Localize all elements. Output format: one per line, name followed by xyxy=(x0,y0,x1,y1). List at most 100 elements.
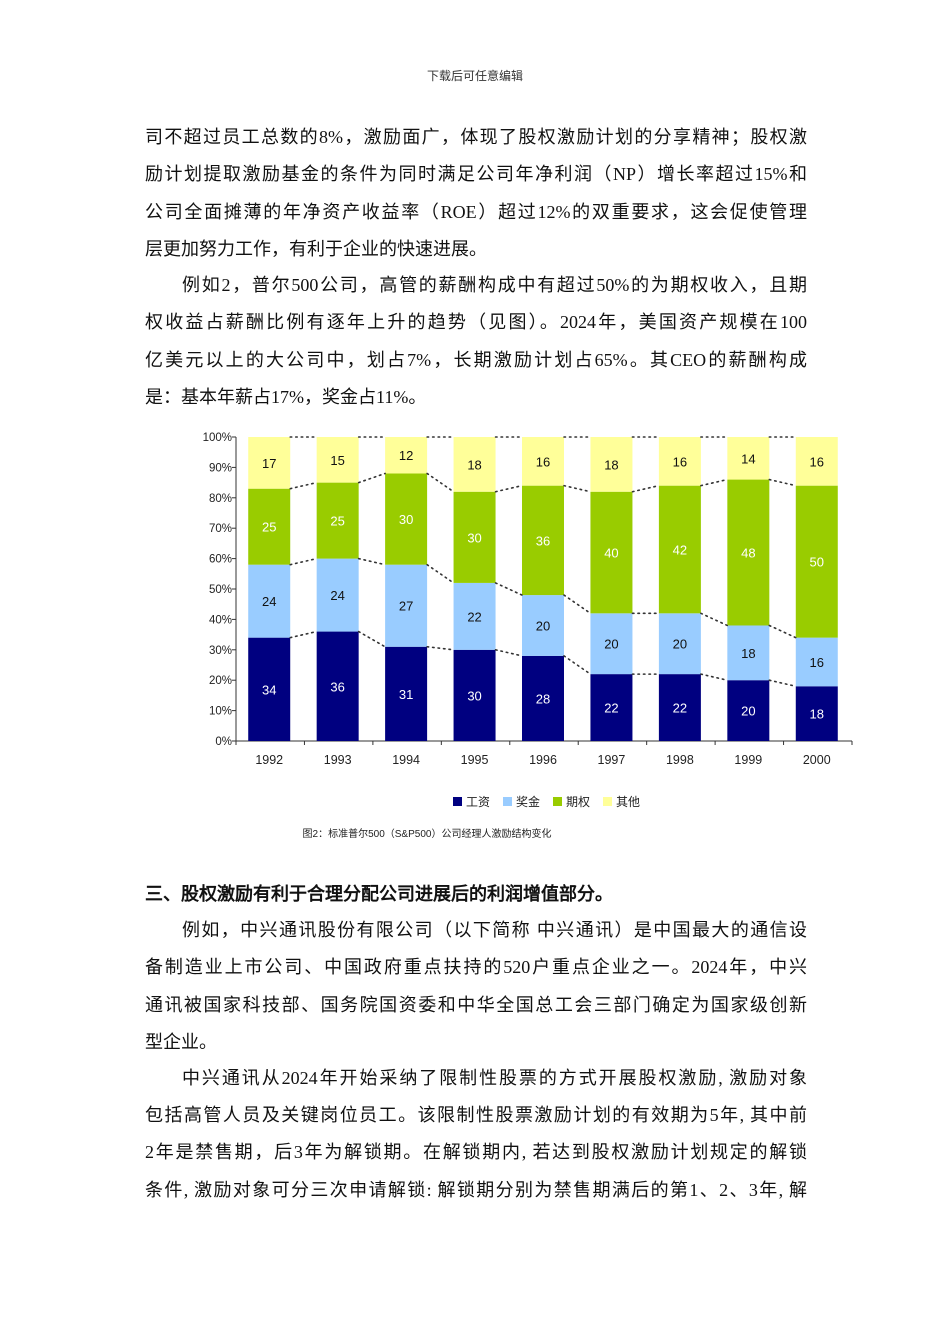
bar-segment-工资 xyxy=(795,686,838,741)
text-line: 例如，中兴通讯股份有限公司（以下简称 中兴通讯）是中国最大的通信设 xyxy=(182,920,807,940)
connector-line xyxy=(563,484,592,493)
bar-segment-奖金 xyxy=(522,595,564,656)
data-label: 24 xyxy=(262,594,276,609)
bar-segment-其他 xyxy=(658,437,701,486)
data-label: 16 xyxy=(810,655,824,670)
text-line: 层更加努力工作，有利于企业的快速进展。 xyxy=(145,239,487,259)
text-line: 例如2，普尔500公司，高管的薪酬构成中有超过50%的为期权收入，且期 xyxy=(182,275,807,295)
bar-segment-期权 xyxy=(316,482,359,559)
data-label: 30 xyxy=(467,530,481,545)
bar-segment-其他 xyxy=(453,437,496,492)
legend-label: 奖金 xyxy=(516,794,540,809)
x-tick-label: 1995 xyxy=(461,753,489,767)
bar-segment-期权 xyxy=(795,485,838,638)
y-tick-label: 100% xyxy=(203,432,232,444)
bar-segment-其他 xyxy=(727,437,770,480)
connector-line xyxy=(426,472,455,493)
data-label: 20 xyxy=(673,637,687,652)
connector-line xyxy=(426,645,455,651)
bar-segment-工资 xyxy=(385,646,428,741)
data-label: 48 xyxy=(741,546,755,561)
text-line: 2年是禁售期，后3年为解锁期。在解锁期内, 若达到股权激励计划规定的解锁 xyxy=(145,1142,807,1162)
bar-segment-奖金 xyxy=(727,625,770,681)
connector-line xyxy=(289,481,318,490)
stacked-bar-chart: 0% 10% 20% 30% 40% 50% 60% 70% 80% 90% 100% 34 24 25 1… xyxy=(203,432,853,840)
text-line: 权收益占薪酬比例有逐年上升的趋势（见图）。2024年，美国资产规模在100 xyxy=(145,312,807,332)
bar-segment-其他 xyxy=(385,437,428,474)
data-label: 16 xyxy=(536,454,550,469)
bar-segment-期权 xyxy=(727,479,770,626)
data-label: 28 xyxy=(536,691,550,706)
bar-segment-工资 xyxy=(590,674,633,741)
bar-segment-期权 xyxy=(590,491,633,614)
data-label: 25 xyxy=(262,520,276,535)
connector-line xyxy=(426,563,455,584)
x-tick-label: 2000 xyxy=(803,753,831,767)
text-line: 中兴通讯从2024年开始采纳了限制性股票的方式开展股权激励, 激励对象 xyxy=(182,1068,807,1088)
data-label: 16 xyxy=(810,454,824,469)
data-label: 22 xyxy=(604,701,618,716)
bar-segment-奖金 xyxy=(795,637,838,687)
connector-line xyxy=(700,673,729,681)
connector-line xyxy=(494,484,523,493)
data-label: 16 xyxy=(673,454,687,469)
connector-line xyxy=(357,557,386,566)
legend-label: 其他 xyxy=(616,795,640,809)
data-label: 17 xyxy=(262,456,276,471)
bar-segment-奖金 xyxy=(658,613,701,675)
data-label: 15 xyxy=(330,453,344,468)
chart-caption: 图2：标准普尔500（S&P500）公司经理人激励结构变化 xyxy=(303,827,552,840)
bar-segment-奖金 xyxy=(248,564,291,638)
x-tick-label: 1994 xyxy=(392,753,420,767)
bar-segment-其他 xyxy=(590,437,633,492)
connector-line xyxy=(494,582,523,596)
bar-segment-奖金 xyxy=(385,564,428,647)
page-header: 下载后可任意编辑 xyxy=(426,69,523,83)
data-label: 31 xyxy=(399,687,413,702)
x-tick-label: 1992 xyxy=(255,753,283,767)
connector-line xyxy=(289,630,318,639)
legend-label: 工资 xyxy=(466,795,490,809)
connector-line xyxy=(700,478,729,487)
data-label: 18 xyxy=(810,707,824,722)
data-label: 20 xyxy=(536,618,550,633)
connector-line xyxy=(494,649,523,657)
text-line: 条件, 激励对象可分三次申请解锁: 解锁期分别为禁售期满后的第1、2、3年, 解 xyxy=(145,1180,807,1200)
bar-segment-奖金 xyxy=(316,558,359,632)
data-label: 18 xyxy=(467,457,481,472)
y-tick-label: 90% xyxy=(209,462,232,474)
text-line: 是：基本年薪占17%，奖金占11%。 xyxy=(145,387,427,407)
legend-label: 期权 xyxy=(566,795,590,809)
bar-segment-工资 xyxy=(453,649,496,741)
legend-swatch xyxy=(453,797,462,806)
data-label: 34 xyxy=(262,682,276,697)
data-label: 36 xyxy=(330,679,344,694)
bar-segment-工资 xyxy=(727,680,770,741)
text-line: 公司全面摊薄的年净资产收益率（ROE）超过12%的双重要求，这会促使管理 xyxy=(145,202,807,222)
bar-segment-期权 xyxy=(248,488,291,565)
data-label: 27 xyxy=(399,599,413,614)
text-line: 备制造业上市公司、中国政府重点扶持的520户重点企业之一。2024年，中兴 xyxy=(145,957,807,977)
bar-segment-其他 xyxy=(248,437,291,489)
data-label: 30 xyxy=(399,512,413,527)
bar-segment-期权 xyxy=(658,485,701,614)
text-line: 亿美元以上的大公司中，划占7%，长期激励计划占65%。其CEO的薪酬构成 xyxy=(145,350,807,370)
y-tick-label: 30% xyxy=(209,645,232,657)
section-3-title: 三、股权激励有利于合理分配公司进展后的利润增值部分。 xyxy=(145,884,613,904)
connector-line xyxy=(563,594,592,615)
bar-segment-工资 xyxy=(522,655,564,741)
data-label: 50 xyxy=(810,555,824,570)
x-tick-label: 1999 xyxy=(734,753,762,767)
y-tick-label: 80% xyxy=(209,493,232,505)
connector-line xyxy=(631,484,660,493)
data-label: 42 xyxy=(673,542,687,557)
connector-line xyxy=(700,612,729,627)
y-tick-label: 20% xyxy=(209,675,232,687)
y-tick-label: 50% xyxy=(209,584,232,596)
data-label: 40 xyxy=(604,546,618,561)
y-tick-label: 40% xyxy=(209,614,232,626)
data-label: 30 xyxy=(467,688,481,703)
bar-segment-其他 xyxy=(522,437,564,486)
bar-segment-工资 xyxy=(248,637,291,741)
text-line: 励计划提取激励基金的条件为同时满足公司年净利润（NP）增长率超过15%和 xyxy=(145,164,807,184)
